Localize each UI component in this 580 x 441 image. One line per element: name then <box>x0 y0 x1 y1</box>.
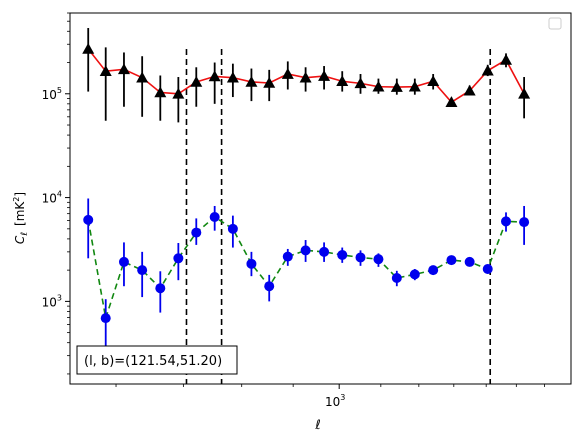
series-1 <box>82 28 531 123</box>
series-2-point <box>282 251 293 262</box>
series-1-point <box>190 75 203 87</box>
series-2-point <box>173 253 184 264</box>
legend-box <box>548 17 562 30</box>
series-2-point <box>83 214 94 225</box>
series-2-point <box>428 265 439 276</box>
series-2-point <box>391 272 402 283</box>
series-2-point <box>373 254 384 265</box>
series-1-point <box>427 75 440 87</box>
series-2-point <box>446 255 457 266</box>
series-1-point <box>117 63 130 75</box>
series-2-point <box>264 281 275 292</box>
y-tick-label: 104 <box>42 190 62 206</box>
series-1-point <box>299 71 312 83</box>
series-1-point <box>172 87 185 99</box>
axes: 103 104 105 103 <box>42 12 572 409</box>
plot-background <box>70 13 571 384</box>
series-1-point <box>372 80 385 92</box>
series-1-point <box>82 42 95 54</box>
x-axis-label: ℓ <box>314 418 320 433</box>
series-1-point <box>354 77 367 89</box>
annotation-box <box>76 345 238 375</box>
series-1-point <box>518 87 531 99</box>
y-tick-label: 103 <box>42 293 62 309</box>
series-2-point <box>409 269 420 280</box>
series-2-point <box>246 258 257 269</box>
series-2-point <box>482 264 493 275</box>
series-1-point <box>336 75 349 87</box>
series-1-point <box>154 86 167 98</box>
data-series <box>82 28 531 356</box>
y-axis-label-unit-post: ] <box>13 192 27 197</box>
series-1-point <box>390 81 403 92</box>
series-2-point <box>155 283 166 294</box>
coordinate-annotation: (l, b)=(121.54,51.20) <box>76 345 238 375</box>
annotation-text: (l, b)=(121.54,51.20) <box>84 354 222 369</box>
series-1-point <box>99 65 112 76</box>
series-2-point <box>191 227 202 238</box>
y-axis-label-sub: ℓ <box>20 232 30 237</box>
y-axis-label-unit-pre: [mK <box>13 201 27 226</box>
y-axis-label-main: C <box>13 235 27 244</box>
series-2-point <box>355 252 366 263</box>
svg-text:Cℓ[mK2]: Cℓ [mK2] <box>12 192 30 244</box>
series-1-point <box>245 75 258 87</box>
y-tick-label: 105 <box>42 86 62 102</box>
series-2-point <box>501 216 512 227</box>
y-axis-label-unit-sup: 2 <box>12 197 21 202</box>
series-2-point <box>300 245 311 256</box>
series-2-point <box>100 313 111 324</box>
series-1-point <box>281 68 294 79</box>
series-2-point <box>519 217 530 228</box>
series-1-point <box>136 71 149 83</box>
series-1-point <box>208 70 221 82</box>
series-2-point <box>209 212 220 223</box>
series-1-point <box>318 70 331 81</box>
series-2 <box>83 198 530 356</box>
plot-area <box>70 13 571 384</box>
x-tick-label: 103 <box>325 393 345 409</box>
series-2-point <box>227 223 238 234</box>
series-2-point <box>319 246 330 257</box>
series-1-point <box>445 96 458 107</box>
plot-frame <box>69 12 572 385</box>
series-1-point <box>263 77 276 88</box>
series-2-point <box>137 265 148 276</box>
series-2-point <box>464 256 475 267</box>
series-1-point <box>463 84 476 96</box>
series-2-point <box>337 249 348 260</box>
vertical-reference-lines <box>185 48 492 384</box>
y-axis-label: Cℓ [mK2] <box>12 192 30 244</box>
series-1-point <box>481 64 494 76</box>
series-1-point <box>500 53 513 65</box>
series-2-point <box>118 256 129 267</box>
series-1-point <box>226 71 239 83</box>
series-1-point <box>408 80 421 92</box>
